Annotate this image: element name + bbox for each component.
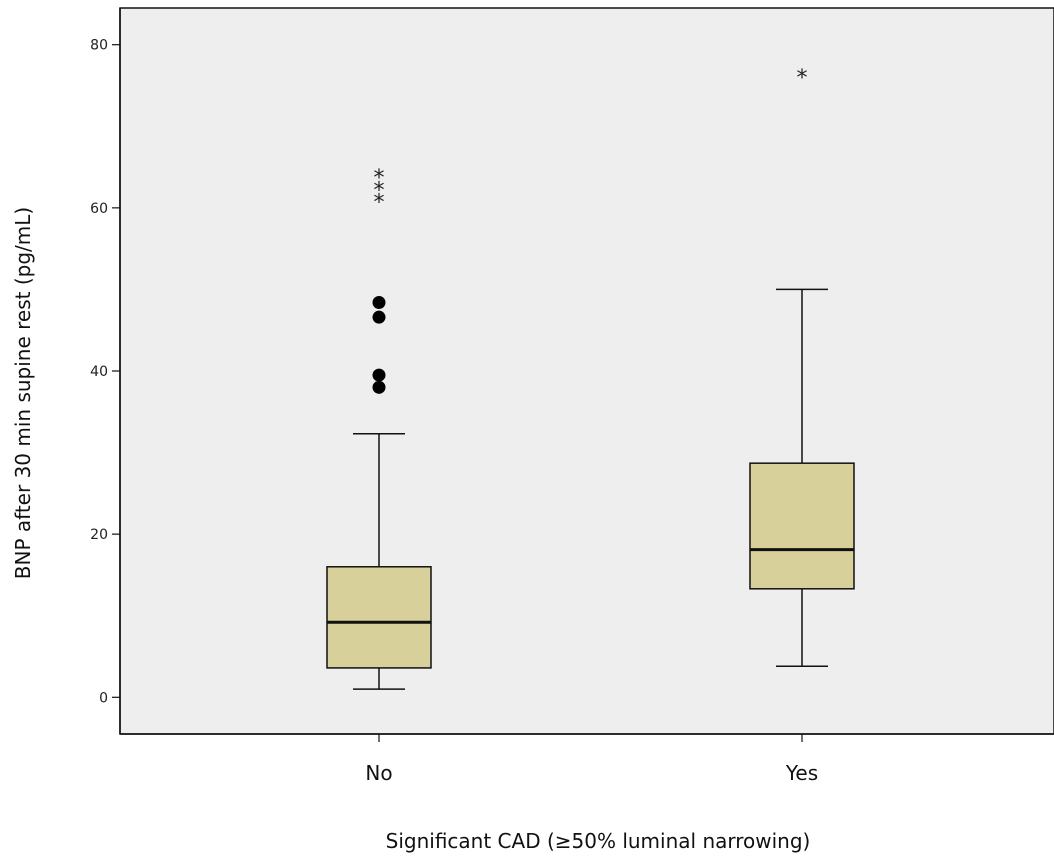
y-axis-title: BNP after 30 min supine rest (pg/mL): [11, 207, 35, 579]
x-axis-tick-labels: No Yes: [365, 734, 818, 785]
outlier-point: [372, 310, 386, 324]
y-tick-label: 60: [90, 201, 108, 217]
x-tick-label: Yes: [785, 761, 818, 785]
y-axis-ticks: 0 20 40 60 80: [90, 38, 120, 706]
plot-area: [119, 7, 1054, 735]
y-tick-label: 0: [99, 690, 108, 706]
box-yes: *: [749, 66, 855, 668]
y-tick-label: 20: [90, 527, 108, 543]
outlier-point: [372, 295, 386, 309]
iqr-box: [326, 566, 432, 669]
outlier-point: [372, 380, 386, 394]
outlier-point: [372, 368, 386, 382]
box-no: ***: [326, 166, 432, 690]
extreme-star: *: [374, 166, 385, 191]
box-series: ****: [326, 66, 855, 690]
extreme-star: *: [374, 178, 385, 203]
iqr-box: [749, 462, 855, 590]
extreme-star: *: [374, 191, 385, 216]
x-tick-label: No: [365, 761, 392, 785]
y-tick-label: 80: [90, 38, 108, 54]
y-tick-label: 40: [90, 364, 108, 380]
extreme-star: *: [797, 66, 808, 91]
x-axis-title: Significant CAD (≥50% luminal narrowing): [386, 829, 811, 853]
